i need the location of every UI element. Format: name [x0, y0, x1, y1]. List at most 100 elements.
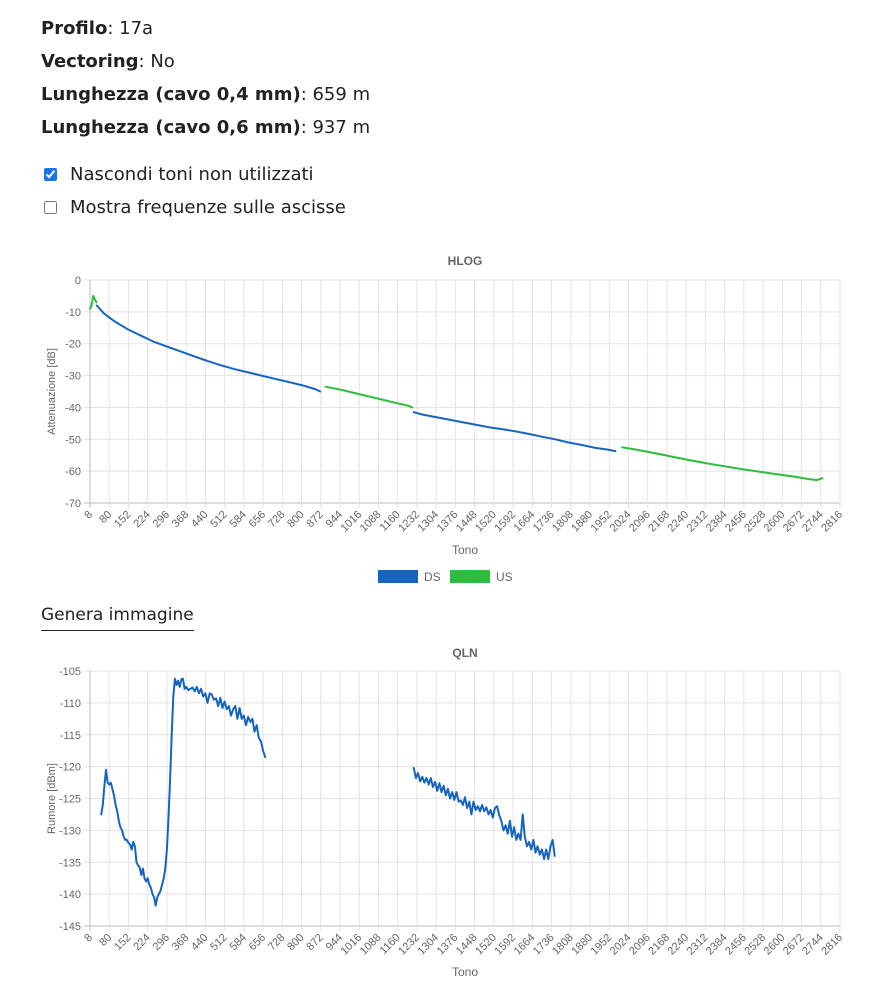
series-line-us [621, 446, 824, 482]
series-line-ds [95, 304, 322, 393]
series-line-us [324, 385, 414, 409]
series-line-ds [412, 766, 556, 861]
x-tick-label: 8 [82, 932, 95, 945]
x-tick-label: 872 [304, 932, 325, 953]
x-tick-label: 656 [247, 932, 268, 953]
x-axis-label: Tono [452, 965, 478, 979]
x-tick-label: 2816 [819, 932, 845, 958]
info-length-06: Lunghezza (cavo 0,6 mm): 937 m [41, 117, 371, 138]
x-tick-label: 2096 [627, 509, 653, 535]
x-tick-label: 2312 [685, 509, 711, 535]
hide-unused-checkbox[interactable] [44, 168, 57, 181]
y-tick-label: -50 [65, 434, 81, 446]
x-tick-label: 872 [304, 509, 325, 530]
x-tick-label: 800 [285, 509, 306, 530]
series-line-ds [412, 411, 617, 453]
x-tick-label: 728 [266, 509, 287, 530]
x-axis-label: Tono [452, 543, 478, 557]
y-axis-label: Rumore [dBm] [46, 763, 58, 834]
x-tick-label: 2528 [742, 932, 768, 958]
x-tick-label: 1592 [492, 509, 518, 535]
y-tick-label: 0 [75, 275, 81, 287]
show-frequencies-checkbox[interactable] [44, 201, 57, 214]
x-tick-label: 368 [170, 932, 191, 953]
x-tick-label: 2384 [704, 932, 730, 958]
chart-options: Nascondi toni non utilizzati Mostra freq… [41, 158, 346, 224]
x-tick-label: 1448 [454, 932, 480, 958]
x-tick-label: 1088 [358, 509, 384, 535]
x-tick-label: 1808 [550, 509, 576, 535]
x-tick-label: 80 [97, 509, 114, 526]
y-tick-label: -105 [59, 666, 81, 678]
x-tick-label: 2528 [742, 509, 768, 535]
option-show-frequencies[interactable]: Mostra frequenze sulle ascisse [41, 191, 346, 224]
x-tick-label: 2744 [800, 932, 826, 958]
x-tick-label: 224 [131, 932, 152, 953]
x-tick-label: 2024 [608, 509, 634, 535]
x-tick-label: 80 [97, 932, 114, 949]
x-tick-label: 296 [151, 509, 172, 530]
info-length-04: Lunghezza (cavo 0,4 mm): 659 m [41, 84, 371, 105]
info-profilo: Profilo: 17a [41, 18, 154, 39]
chart-title: HLOG [448, 254, 483, 268]
x-tick-label: 1016 [339, 932, 365, 958]
legend-label-us: US [496, 570, 513, 584]
x-tick-label: 1880 [569, 509, 595, 535]
series-line-us [89, 294, 98, 310]
x-tick-label: 1520 [473, 509, 499, 535]
x-tick-label: 1880 [569, 932, 595, 958]
x-tick-label: 1448 [454, 509, 480, 535]
y-tick-label: -70 [65, 498, 81, 510]
legend-swatch-us [450, 570, 490, 583]
x-tick-label: 656 [247, 509, 268, 530]
x-tick-label: 2096 [627, 932, 653, 958]
y-tick-label: -125 [59, 794, 81, 806]
series-line-ds [100, 677, 267, 907]
y-tick-label: -30 [65, 371, 81, 383]
x-tick-label: 440 [189, 509, 210, 530]
x-tick-label: 1376 [435, 509, 461, 535]
x-tick-label: 1664 [512, 932, 538, 958]
x-tick-label: 440 [189, 932, 210, 953]
x-tick-label: 1088 [358, 932, 384, 958]
x-tick-label: 512 [208, 932, 229, 953]
x-tick-label: 1808 [550, 932, 576, 958]
x-tick-label: 2816 [819, 509, 845, 535]
legend-label-ds: DS [424, 570, 441, 584]
x-tick-label: 1952 [589, 932, 615, 958]
x-tick-label: 1952 [589, 509, 615, 535]
x-tick-label: 2672 [781, 932, 807, 958]
y-tick-label: -110 [60, 698, 81, 710]
generate-image-button[interactable]: Genera immagine [41, 605, 194, 631]
y-tick-label: -60 [65, 466, 81, 478]
qln-chart: QLN-105-110-115-120-125-130-135-140-1458… [46, 646, 845, 979]
x-tick-label: 296 [151, 932, 172, 953]
x-tick-label: 2240 [665, 932, 691, 958]
legend-swatch-ds [378, 570, 418, 583]
x-tick-label: 800 [285, 932, 306, 953]
x-tick-label: 1736 [531, 509, 557, 535]
x-tick-label: 1232 [396, 509, 422, 535]
x-tick-label: 368 [170, 509, 191, 530]
x-tick-label: 1520 [473, 932, 499, 958]
y-tick-label: -20 [65, 339, 81, 351]
x-tick-label: 2384 [704, 509, 730, 535]
y-tick-label: -115 [60, 730, 81, 742]
y-tick-label: -145 [59, 921, 81, 933]
x-tick-label: 8 [82, 509, 95, 522]
x-tick-label: 1304 [415, 932, 441, 958]
x-tick-label: 2240 [665, 509, 691, 535]
x-tick-label: 1232 [396, 932, 422, 958]
x-tick-label: 1592 [492, 932, 518, 958]
x-tick-label: 2168 [646, 509, 672, 535]
x-tick-label: 152 [112, 932, 133, 953]
x-tick-label: 2672 [781, 509, 807, 535]
x-tick-label: 584 [228, 509, 249, 530]
chart-title: QLN [452, 646, 477, 660]
option-hide-unused[interactable]: Nascondi toni non utilizzati [41, 158, 346, 191]
x-tick-label: 728 [266, 932, 287, 953]
y-tick-label: -130 [59, 825, 81, 837]
x-tick-label: 2600 [762, 509, 788, 535]
x-tick-label: 2744 [800, 509, 826, 535]
y-axis-label: Attenuazione [dB] [46, 348, 58, 435]
